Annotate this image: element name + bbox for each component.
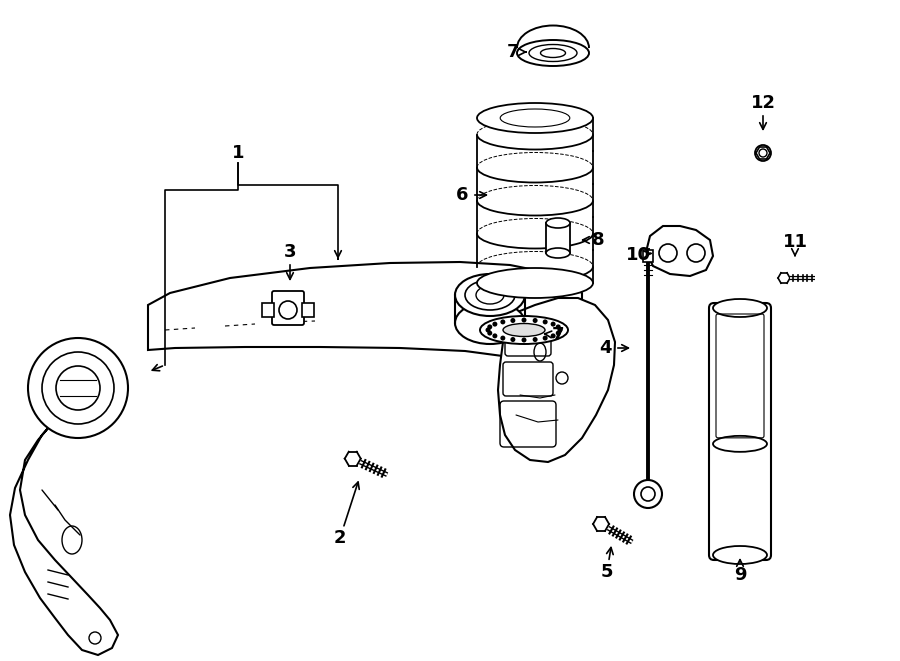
Circle shape xyxy=(551,322,555,327)
Bar xyxy=(546,223,570,253)
Circle shape xyxy=(634,480,662,508)
Bar xyxy=(262,303,274,317)
Polygon shape xyxy=(10,420,118,655)
Ellipse shape xyxy=(477,268,593,298)
Text: 6: 6 xyxy=(455,186,468,204)
Ellipse shape xyxy=(713,436,767,452)
Circle shape xyxy=(510,318,516,323)
Circle shape xyxy=(492,333,498,338)
Circle shape xyxy=(533,318,537,323)
Ellipse shape xyxy=(503,323,545,336)
Circle shape xyxy=(500,336,505,340)
Circle shape xyxy=(28,338,128,438)
Circle shape xyxy=(543,336,548,340)
Polygon shape xyxy=(148,262,582,388)
Circle shape xyxy=(485,327,490,332)
Bar xyxy=(643,250,653,262)
Ellipse shape xyxy=(517,40,589,66)
Ellipse shape xyxy=(546,218,570,228)
FancyBboxPatch shape xyxy=(709,303,771,560)
Polygon shape xyxy=(646,226,713,276)
Ellipse shape xyxy=(480,316,568,344)
Text: 8: 8 xyxy=(591,231,604,249)
Text: 7: 7 xyxy=(507,43,519,61)
Circle shape xyxy=(551,333,555,338)
Circle shape xyxy=(500,319,505,325)
Circle shape xyxy=(510,337,516,342)
Ellipse shape xyxy=(713,546,767,564)
Text: 4: 4 xyxy=(598,339,611,357)
Ellipse shape xyxy=(713,299,767,317)
Text: 3: 3 xyxy=(284,243,296,261)
Text: 9: 9 xyxy=(734,566,746,584)
Ellipse shape xyxy=(546,248,570,258)
Circle shape xyxy=(555,330,561,336)
Text: 11: 11 xyxy=(782,233,807,251)
Text: 1: 1 xyxy=(232,144,244,162)
Circle shape xyxy=(521,317,526,323)
Circle shape xyxy=(487,325,492,329)
Ellipse shape xyxy=(477,103,593,133)
Circle shape xyxy=(487,330,492,336)
Text: 10: 10 xyxy=(626,246,651,264)
Polygon shape xyxy=(498,298,615,462)
Bar xyxy=(302,303,314,317)
Circle shape xyxy=(755,145,771,161)
Circle shape xyxy=(492,322,498,327)
FancyBboxPatch shape xyxy=(272,291,304,325)
Circle shape xyxy=(543,319,548,325)
Text: 7: 7 xyxy=(552,326,564,344)
Circle shape xyxy=(521,338,526,342)
Circle shape xyxy=(557,327,562,332)
Circle shape xyxy=(533,337,537,342)
Circle shape xyxy=(555,325,561,329)
Ellipse shape xyxy=(455,274,525,316)
Text: 5: 5 xyxy=(601,563,613,581)
Text: 2: 2 xyxy=(334,529,346,547)
Text: 12: 12 xyxy=(751,94,776,112)
Ellipse shape xyxy=(455,302,525,344)
